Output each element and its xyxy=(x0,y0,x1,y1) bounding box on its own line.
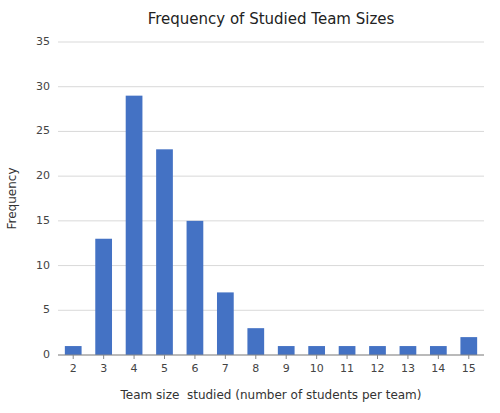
grid-line xyxy=(58,176,484,177)
grid-line xyxy=(58,220,484,221)
bar xyxy=(460,337,477,355)
x-tick-label: 8 xyxy=(252,362,259,375)
x-tick xyxy=(164,355,165,359)
x-tick-label: 11 xyxy=(340,362,354,375)
x-tick xyxy=(225,355,226,359)
x-tick-label: 5 xyxy=(161,362,168,375)
y-tick-label: 15 xyxy=(36,214,50,227)
x-tick-label: 2 xyxy=(70,362,77,375)
bar xyxy=(339,346,356,355)
grid-line xyxy=(58,310,484,311)
bar xyxy=(126,96,143,355)
chart: 0 5 10 15 20 25 30 35 2 3 4 5 6 7 8 9 10 11 12 13 14 15 Freque… xyxy=(0,0,500,413)
bar xyxy=(369,346,386,355)
x-axis: 2 3 4 5 6 7 8 9 10 11 12 13 14 15 xyxy=(58,355,484,375)
bar xyxy=(308,346,325,355)
x-axis-line xyxy=(58,355,484,356)
grid-line xyxy=(58,265,484,266)
x-tick-label: 10 xyxy=(310,362,324,375)
grid-line xyxy=(58,131,484,132)
x-tick xyxy=(468,355,469,359)
y-tick-label: 25 xyxy=(36,124,50,137)
x-tick xyxy=(316,355,317,359)
x-tick xyxy=(286,355,287,359)
grid-line xyxy=(58,86,484,87)
title: Frequency of Studied Team Sizes xyxy=(148,10,395,28)
x-tick xyxy=(377,355,378,359)
x-tick xyxy=(103,355,104,359)
y-tick-label: 20 xyxy=(36,169,50,182)
x-tick-label: 15 xyxy=(462,362,476,375)
bar xyxy=(65,346,82,355)
chart-container: 0 5 10 15 20 25 30 35 2 3 4 5 6 7 8 9 10 11 12 13 14 15 Freque… xyxy=(0,0,500,413)
x-tick xyxy=(73,355,74,359)
x-tick-label: 9 xyxy=(283,362,290,375)
y-tick-label: 35 xyxy=(36,35,50,48)
x-tick-label: 4 xyxy=(131,362,138,375)
x-tick xyxy=(438,355,439,359)
bar xyxy=(430,346,447,355)
x-tick-label: 14 xyxy=(431,362,445,375)
x-tick xyxy=(347,355,348,359)
y-axis: 0 5 10 15 20 25 30 35 xyxy=(36,35,50,361)
grid-line xyxy=(58,42,484,43)
x-tick xyxy=(255,355,256,359)
bar xyxy=(278,346,295,355)
x-tick-label: 12 xyxy=(371,362,385,375)
x-tick-label: 3 xyxy=(100,362,107,375)
y-tick-label: 30 xyxy=(36,80,50,93)
bars xyxy=(65,96,477,355)
grid xyxy=(58,42,484,355)
y-axis-label: Frequency xyxy=(5,168,19,230)
y-tick-label: 5 xyxy=(43,303,50,316)
x-axis-label: Team size studied (number of students pe… xyxy=(120,388,422,402)
x-tick-label: 6 xyxy=(191,362,198,375)
x-tick xyxy=(194,355,195,359)
y-tick-label: 10 xyxy=(36,259,50,272)
bar xyxy=(95,239,112,355)
bar xyxy=(156,149,173,355)
x-tick-label: 13 xyxy=(401,362,415,375)
grid-line xyxy=(58,355,484,356)
y-tick-label: 0 xyxy=(43,348,50,361)
bar xyxy=(400,346,417,355)
x-tick-label: 7 xyxy=(222,362,229,375)
x-tick xyxy=(407,355,408,359)
bar xyxy=(217,292,234,355)
bar xyxy=(247,328,264,355)
bar xyxy=(187,221,204,355)
x-tick xyxy=(134,355,135,359)
